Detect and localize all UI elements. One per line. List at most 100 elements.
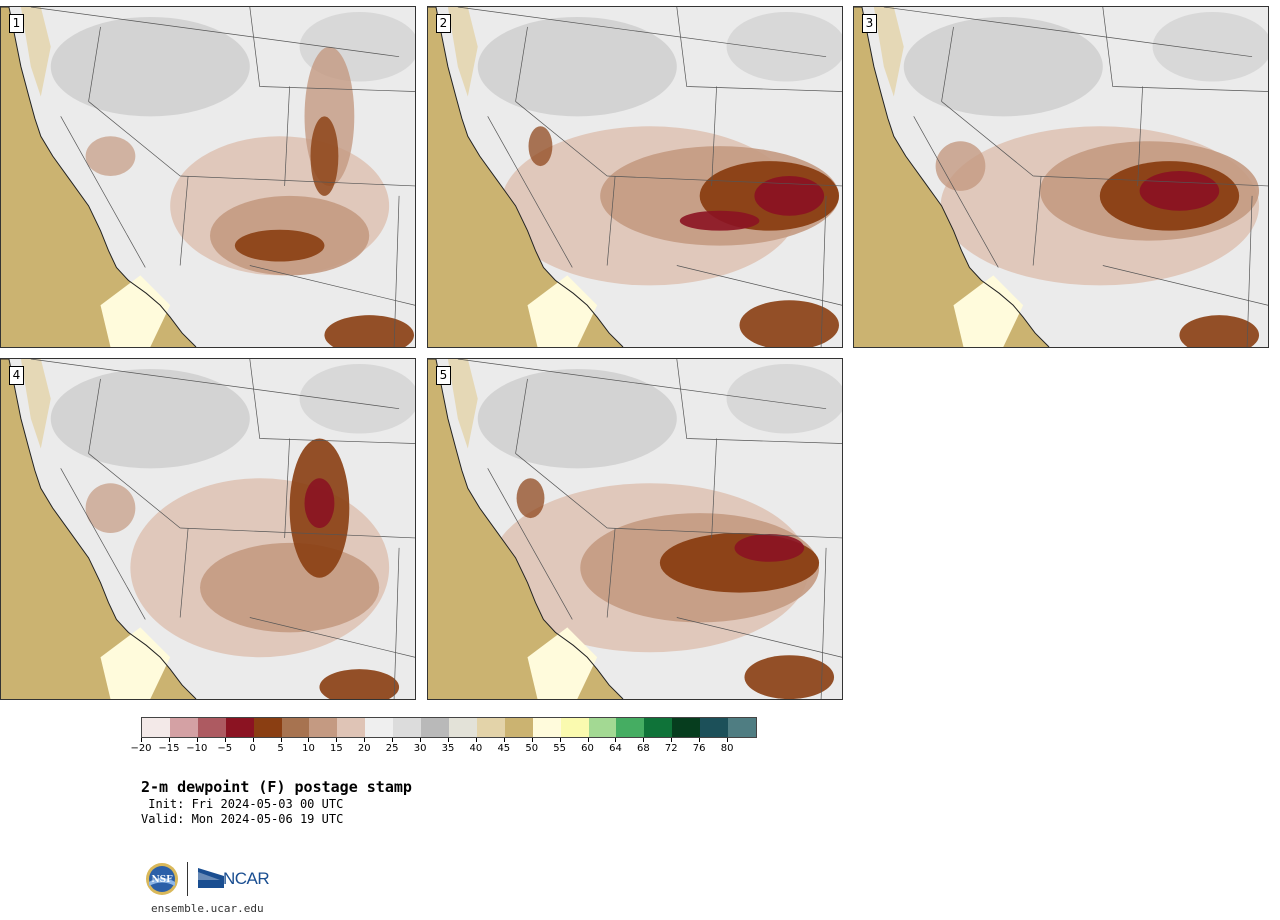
dewpoint-map: [1, 359, 415, 699]
colorbar-swatch: [281, 718, 310, 737]
colorbar-tick-label: 64: [609, 743, 622, 754]
coastal-region: [447, 7, 478, 97]
state-boundary: [941, 101, 1034, 177]
moisture-region: [234, 229, 325, 262]
moisture-region: [754, 176, 825, 216]
colorbar-tick-label: 60: [581, 743, 594, 754]
state-boundary: [711, 86, 717, 186]
state-boundary: [1102, 265, 1268, 306]
colorbar-tick: [308, 738, 310, 742]
colorbar-tick-label: 25: [385, 743, 399, 754]
moisture-region: [744, 655, 835, 699]
colorbar-swatch: [532, 718, 561, 737]
colorbar-tick-label: −5: [217, 743, 233, 754]
state-boundary: [60, 116, 146, 268]
colorbar-tick: [196, 738, 198, 742]
ocean-region: [428, 359, 624, 699]
colorbar-swatch: [476, 718, 505, 737]
state-boundary: [676, 617, 842, 658]
gulf-region: [100, 275, 171, 347]
panel-number: 5: [436, 366, 451, 385]
colorbar-tick-label: 68: [636, 743, 650, 754]
state-boundary: [607, 527, 842, 539]
moisture-region: [304, 478, 335, 529]
colorbar-tick: [224, 738, 226, 742]
map-panel-2: 2: [427, 6, 843, 348]
moisture-region: [528, 126, 553, 167]
state-boundary: [676, 7, 842, 92]
colorbar-tick: [615, 738, 617, 742]
colorbar-swatch: [169, 718, 198, 737]
dewpoint-map: [428, 359, 842, 699]
moisture-region: [310, 116, 339, 196]
coastal-region: [873, 7, 904, 97]
dry-region: [477, 16, 677, 117]
gulf-region: [527, 627, 598, 699]
state-boundary: [284, 438, 290, 538]
state-boundary: [249, 265, 415, 306]
state-boundary: [1033, 175, 1268, 187]
state-boundary: [883, 7, 1253, 58]
dry-region: [50, 16, 250, 117]
state-boundary: [487, 468, 573, 620]
state-boundary: [711, 438, 717, 538]
colorbar-swatch: [672, 718, 701, 737]
map-panel-1: 1: [0, 6, 416, 348]
dewpoint-map: [428, 7, 842, 347]
colorbar-swatch: [728, 718, 756, 737]
dry-region: [726, 363, 842, 434]
state-boundary: [913, 116, 999, 268]
state-boundary: [487, 116, 573, 268]
colorbar-swatch: [253, 718, 282, 737]
colorbar-tick-label: 35: [441, 743, 455, 754]
dry-region: [477, 368, 677, 469]
state-boundary: [393, 547, 400, 699]
colorbar: [141, 717, 757, 738]
state-boundary: [457, 7, 827, 58]
colorbar-swatch: [225, 718, 254, 737]
colorbar-tick-label: 50: [525, 743, 539, 754]
colorbar-tick: [392, 738, 394, 742]
state-boundary: [179, 527, 189, 618]
state-boundary: [515, 453, 608, 529]
state-boundary: [941, 26, 954, 102]
gulf-region: [100, 627, 171, 699]
state-boundary: [606, 175, 616, 266]
state-boundary: [676, 265, 842, 306]
ocean-region: [854, 7, 1050, 347]
state-boundary: [180, 527, 415, 539]
state-boundary: [607, 175, 842, 187]
colorbar-tick-label: 5: [277, 743, 284, 754]
colorbar-tick-label: −15: [158, 743, 180, 754]
panel-number: 2: [436, 14, 451, 33]
colorbar-tick-label: −20: [130, 743, 152, 754]
colorbar-tick: [699, 738, 701, 742]
coastline: [854, 7, 1050, 347]
figure-title: 2-m dewpoint (F) postage stamp: [141, 778, 412, 796]
colorbar-swatch: [616, 718, 645, 737]
ocean-region: [428, 7, 624, 347]
colorbar-swatch: [421, 718, 449, 737]
colorbar-swatch: [560, 718, 589, 737]
state-boundary: [30, 359, 400, 410]
gulf-region: [527, 275, 598, 347]
state-boundary: [249, 617, 415, 658]
dry-region: [50, 368, 250, 469]
colorbar-tick-label: −10: [186, 743, 208, 754]
state-boundary: [820, 195, 827, 347]
logo-divider: [187, 862, 188, 896]
state-boundary: [515, 101, 608, 177]
colorbar-tick: [503, 738, 505, 742]
moisture-region: [324, 315, 414, 347]
state-boundary: [1246, 195, 1253, 347]
colorbar-tick: [671, 738, 673, 742]
colorbar-swatch: [337, 718, 366, 737]
map-panel-4: 4: [0, 358, 416, 700]
coastline: [1, 7, 197, 347]
svg-text:NSF: NSF: [151, 875, 173, 885]
panel-number: 1: [9, 14, 24, 33]
moisture-region: [1179, 315, 1260, 347]
moisture-region: [516, 478, 545, 519]
dewpoint-map: [854, 7, 1268, 347]
colorbar-tick-label: 76: [692, 743, 706, 754]
